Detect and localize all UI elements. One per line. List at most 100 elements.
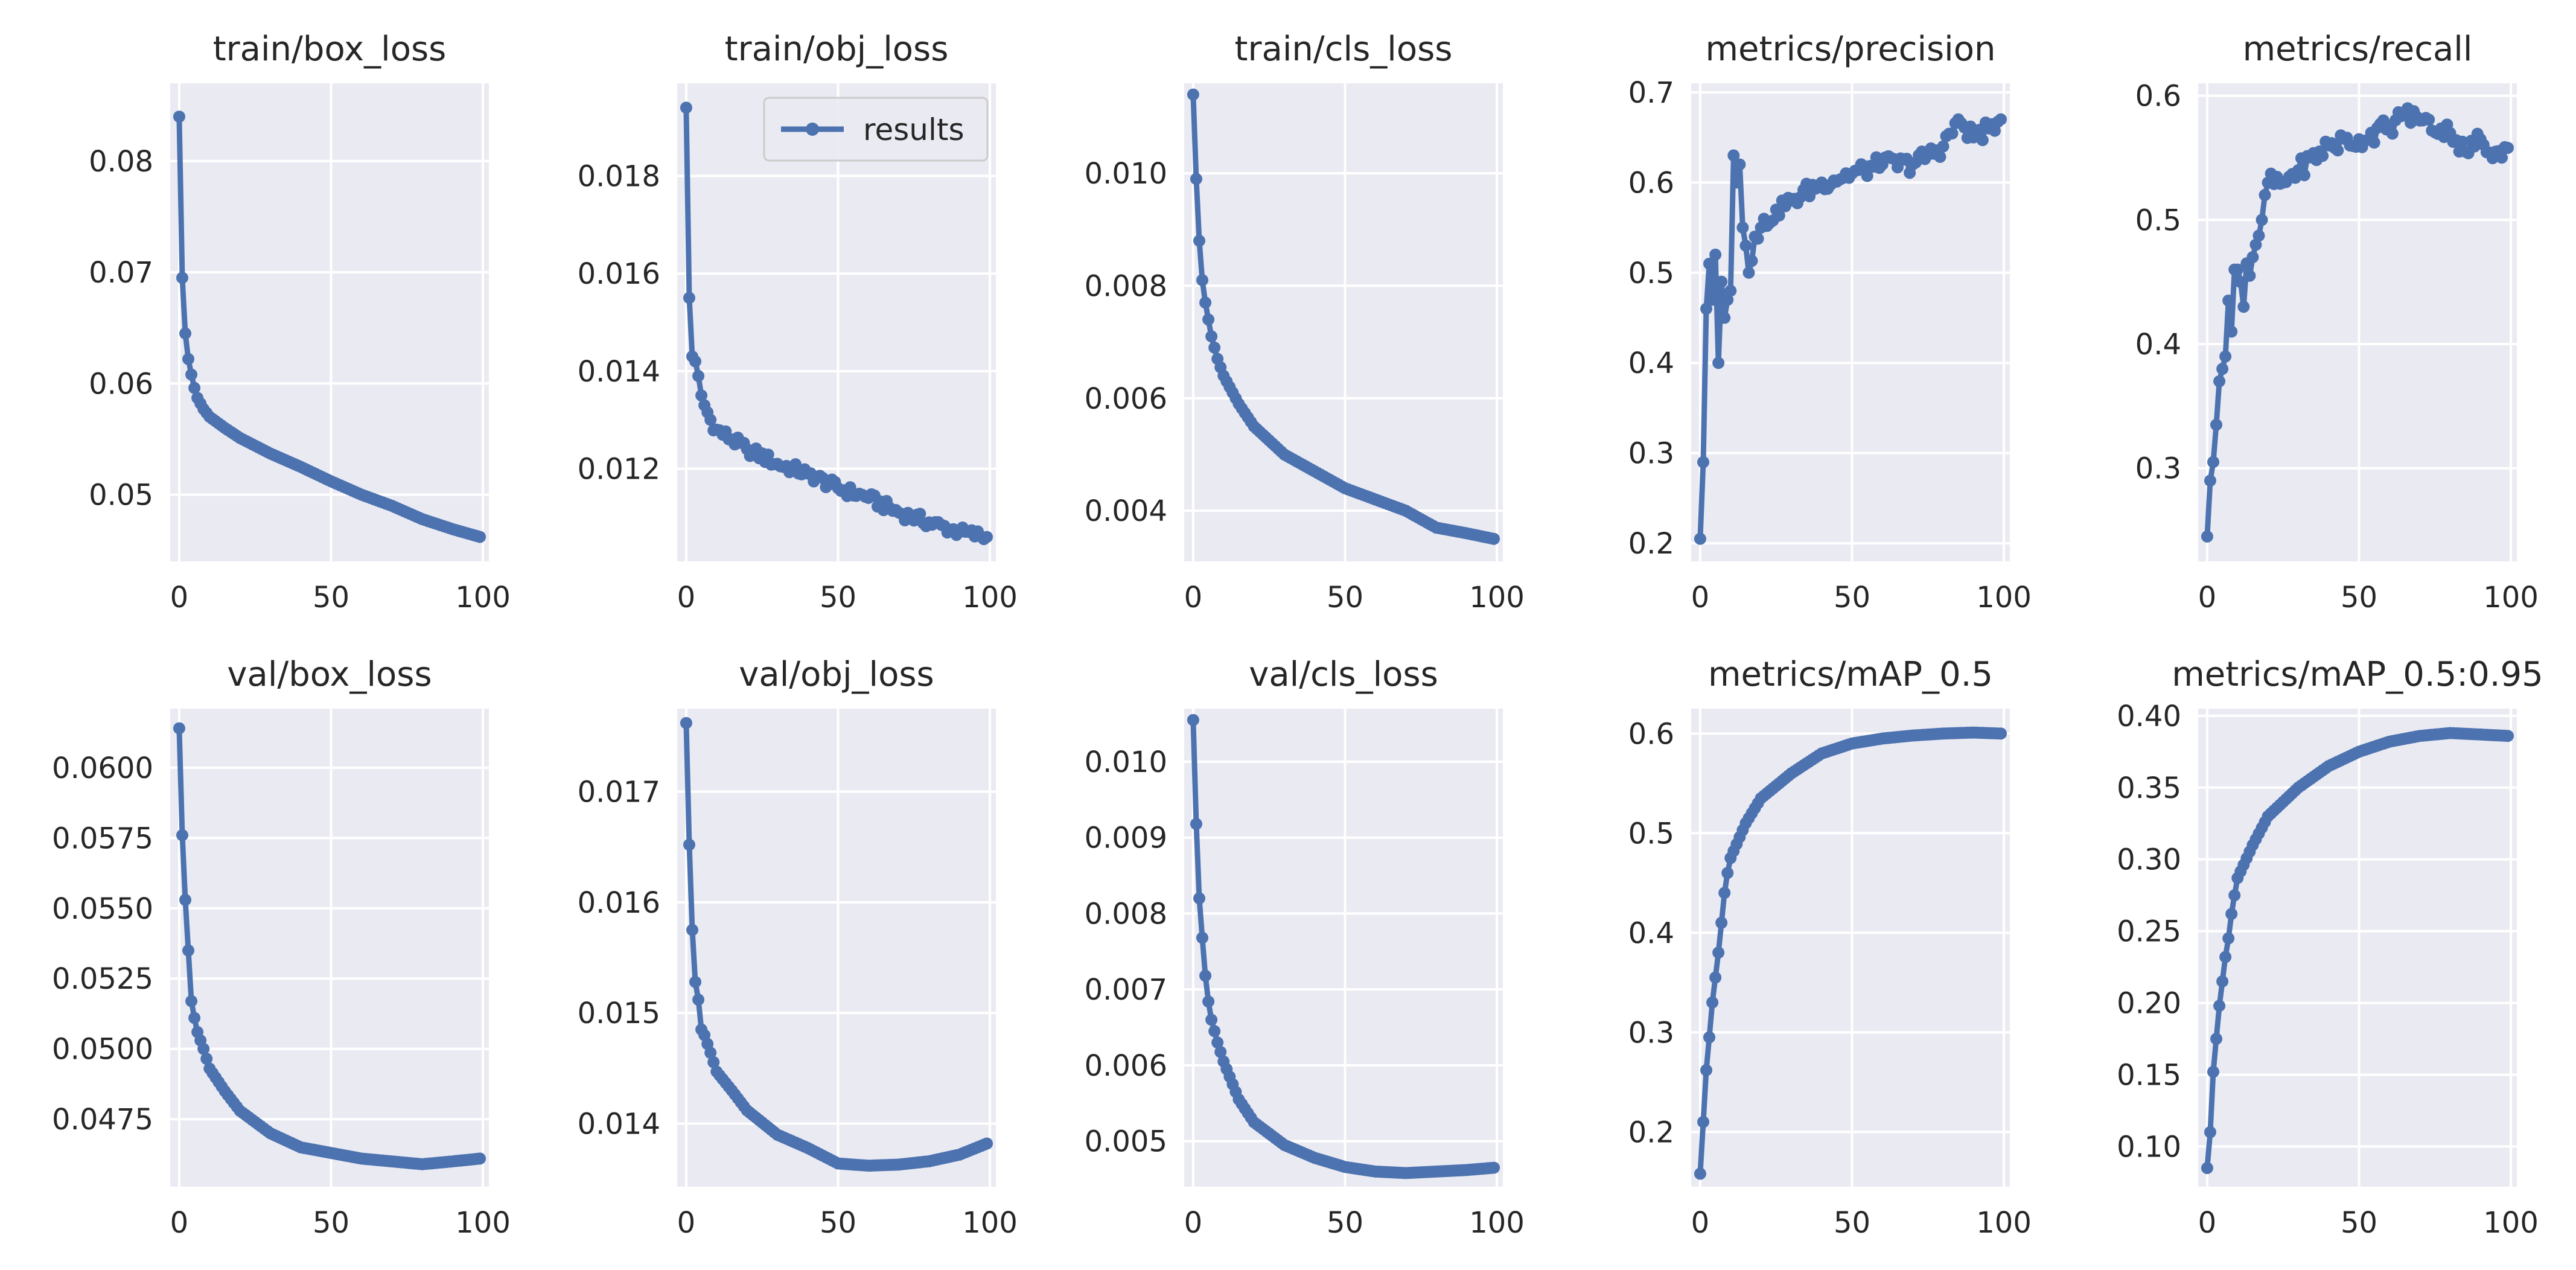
data-point bbox=[1694, 1167, 1706, 1180]
data-point bbox=[1706, 996, 1719, 1009]
y-tick-label: 0.20 bbox=[2117, 987, 2181, 1021]
data-point bbox=[2204, 1126, 2216, 1138]
chart-title: metrics/mAP_0.5:0.95 bbox=[2172, 655, 2543, 694]
y-tick-label: 0.4 bbox=[1628, 916, 1674, 950]
data-point bbox=[1187, 713, 1199, 726]
data-point bbox=[2216, 975, 2229, 988]
x-tick-label: 50 bbox=[2341, 1206, 2377, 1240]
chart-panel: train/box_loss 0 50 100 0.05 0.06 0.07 0.08 bbox=[89, 30, 511, 614]
data-point bbox=[1742, 266, 1755, 279]
data-point bbox=[2243, 269, 2256, 282]
y-tick-label: 0.06 bbox=[89, 367, 153, 401]
y-tick-label: 0.08 bbox=[89, 145, 153, 179]
data-point bbox=[2207, 456, 2220, 468]
data-point bbox=[1724, 284, 1737, 297]
data-point bbox=[1697, 1115, 1709, 1128]
data-point bbox=[182, 353, 195, 365]
x-tick-label: 50 bbox=[1327, 1206, 1363, 1240]
data-point bbox=[176, 272, 188, 284]
data-point bbox=[1736, 222, 1749, 234]
x-tick-label: 0 bbox=[170, 581, 189, 614]
x-tick-label: 100 bbox=[455, 1206, 511, 1240]
x-tick-label: 100 bbox=[1469, 1206, 1525, 1240]
y-tick-label: 0.010 bbox=[1085, 745, 1167, 779]
data-point bbox=[1718, 311, 1731, 324]
data-point bbox=[1727, 149, 1740, 162]
data-point bbox=[474, 531, 486, 543]
data-point bbox=[1721, 867, 1734, 879]
data-point bbox=[2332, 144, 2344, 157]
chart-panel: train/cls_loss 0 50 100 0.004 0.006 0.008 0.010 bbox=[1085, 30, 1525, 614]
chart-title: metrics/precision bbox=[1705, 30, 1995, 69]
data-point bbox=[1700, 302, 1713, 315]
plot-area bbox=[677, 709, 996, 1187]
data-point bbox=[1706, 293, 1719, 306]
data-point bbox=[1995, 113, 2007, 126]
data-point bbox=[1712, 357, 1725, 369]
data-point bbox=[179, 327, 192, 340]
y-tick-label: 0.006 bbox=[1085, 382, 1167, 416]
x-tick-label: 100 bbox=[2483, 581, 2539, 614]
data-point bbox=[1202, 995, 1215, 1008]
y-tick-label: 0.016 bbox=[578, 257, 660, 291]
data-point bbox=[2219, 350, 2232, 363]
data-point bbox=[474, 1152, 486, 1165]
data-point bbox=[1709, 971, 1722, 984]
data-point bbox=[188, 381, 201, 394]
data-point bbox=[1208, 1025, 1221, 1038]
data-point bbox=[1190, 173, 1202, 185]
x-tick-label: 100 bbox=[1976, 1206, 2032, 1240]
y-tick-label: 0.018 bbox=[578, 160, 660, 194]
data-point bbox=[1199, 296, 1212, 309]
y-tick-label: 0.010 bbox=[1085, 157, 1167, 191]
data-point bbox=[2316, 150, 2329, 162]
x-tick-label: 0 bbox=[1184, 1206, 1203, 1240]
y-tick-label: 0.5 bbox=[1628, 817, 1674, 850]
y-tick-label: 0.4 bbox=[2135, 328, 2181, 362]
y-tick-label: 0.4 bbox=[1628, 346, 1674, 380]
chart-title: val/box_loss bbox=[227, 655, 432, 694]
data-point bbox=[1946, 127, 1959, 140]
data-point bbox=[1934, 150, 1946, 163]
x-tick-label: 0 bbox=[1184, 581, 1203, 614]
chart-panel: train/obj_loss 0 50 100 0.012 0.014 0.016 0.018 bbox=[578, 30, 1018, 614]
data-point bbox=[2502, 141, 2514, 154]
chart-title: train/box_loss bbox=[213, 30, 447, 69]
x-tick-label: 0 bbox=[2198, 1206, 2217, 1240]
data-point bbox=[981, 531, 993, 543]
data-point bbox=[1694, 532, 1706, 545]
legend-marker bbox=[806, 123, 819, 136]
data-point bbox=[689, 975, 702, 988]
y-tick-label: 0.2 bbox=[1628, 527, 1674, 561]
y-tick-label: 0.40 bbox=[2117, 700, 2181, 733]
data-point bbox=[683, 292, 695, 304]
data-point bbox=[1202, 313, 1215, 326]
y-tick-label: 0.6 bbox=[1628, 166, 1674, 200]
data-point bbox=[686, 924, 699, 936]
y-tick-label: 0.7 bbox=[1628, 76, 1674, 110]
y-tick-label: 0.25 bbox=[2117, 915, 2181, 949]
chart-title: val/obj_loss bbox=[739, 655, 934, 694]
data-point bbox=[2252, 229, 2265, 242]
y-tick-label: 0.6 bbox=[2135, 80, 2181, 113]
data-point bbox=[680, 716, 692, 729]
data-point bbox=[1208, 341, 1221, 354]
x-tick-label: 0 bbox=[170, 1206, 189, 1240]
data-point bbox=[2234, 276, 2247, 289]
y-tick-label: 0.15 bbox=[2117, 1058, 2181, 1092]
data-point bbox=[2204, 474, 2216, 487]
data-point bbox=[1733, 158, 1746, 171]
y-tick-label: 0.014 bbox=[578, 355, 660, 389]
chart-panel: metrics/recall 0 50 100 0.3 0.4 0.5 0.6 bbox=[2135, 30, 2539, 614]
data-point bbox=[2423, 113, 2435, 126]
y-tick-label: 0.0475 bbox=[52, 1103, 153, 1137]
y-tick-label: 0.006 bbox=[1085, 1049, 1167, 1083]
y-tick-label: 0.35 bbox=[2117, 771, 2181, 805]
chart-title: train/cls_loss bbox=[1235, 30, 1453, 69]
data-point bbox=[704, 413, 717, 426]
data-point bbox=[2298, 169, 2310, 182]
chart-panel: val/box_loss 0 50 100 0.0475 0.0500 0.0525 0.05… bbox=[52, 655, 511, 1240]
x-tick-label: 100 bbox=[1469, 581, 1525, 614]
data-point bbox=[188, 1012, 201, 1024]
